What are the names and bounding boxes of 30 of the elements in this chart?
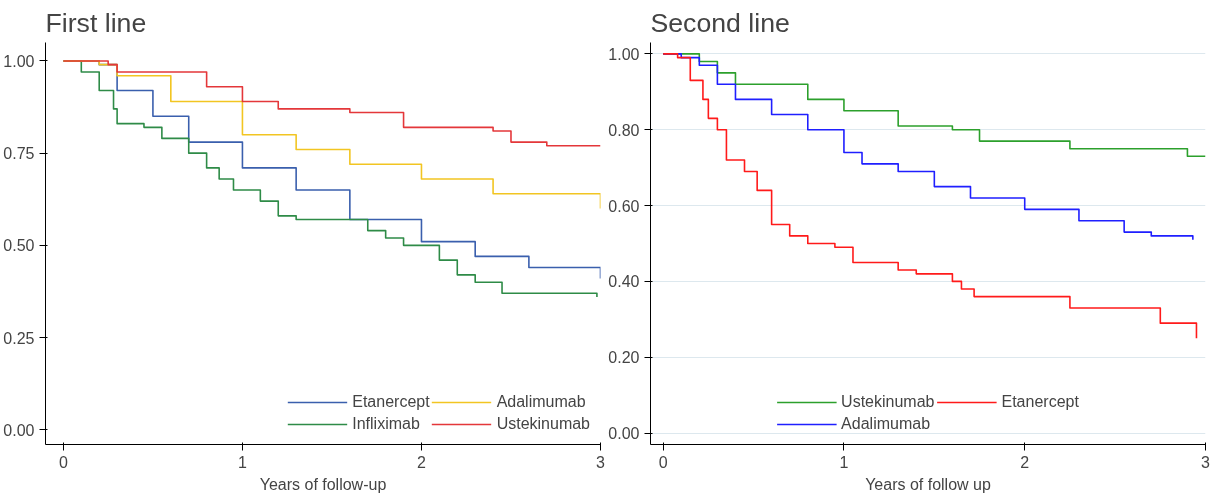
y-tick-label: 0.75 [3,145,35,163]
x-tick-label: 1 [839,453,849,471]
y-tick-label: 0.00 [608,425,640,443]
y-tick-label: 0.40 [608,273,640,291]
legend-label: Ustekinumab [841,393,935,411]
y-tick-label: 0.60 [608,197,640,215]
x-tick-label: 0 [58,453,68,471]
x-tick-label: 3 [1201,453,1211,471]
y-tick-label: 1.00 [608,45,640,63]
x-tick-label: 2 [1020,453,1030,471]
x-tick-label: 1 [237,453,247,471]
legend-label: Etanercept [1001,393,1079,411]
x-axis-title: Years of follow-up [259,475,387,493]
x-tick-label: 2 [417,453,427,471]
y-tick-label: 1.00 [3,52,35,70]
legend-label: Ustekinumab [496,415,590,433]
legend-label: Infliximab [352,415,420,433]
x-tick-label: 0 [658,453,668,471]
y-tick-label: 0.50 [3,237,35,255]
y-tick-label: 0.00 [3,421,35,439]
legend-label: Etanercept [352,393,430,411]
chart-title: First line [45,7,147,38]
legend-label: Adalimumab [841,415,931,433]
y-tick-label: 0.80 [608,121,640,139]
y-tick-label: 0.25 [3,329,35,347]
legend-label: Adalimumab [496,393,586,411]
x-axis-title: Years of follow up [865,475,991,493]
x-tick-label: 3 [596,453,606,471]
chart-title: Second line [650,7,790,38]
y-tick-label: 0.20 [608,349,640,367]
